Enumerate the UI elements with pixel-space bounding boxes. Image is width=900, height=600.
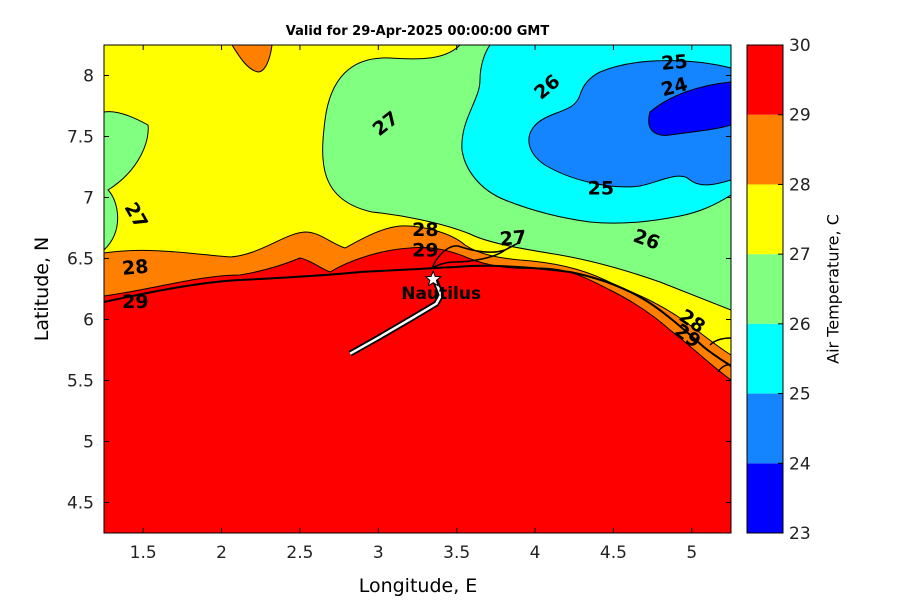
colorbar-frame: [746, 44, 784, 534]
y-tick-label: 5.5: [67, 372, 94, 392]
colorbar-tick-label: 25: [789, 385, 811, 405]
contour-label: 25: [588, 177, 614, 199]
colorbar-tick-label: 23: [789, 524, 811, 544]
map-title: Valid for 29-Apr-2025 00:00:00 GMT: [285, 24, 550, 39]
x-axis-label: Longitude, E: [358, 575, 478, 597]
contour-label: 29: [412, 240, 438, 262]
contour-field: [104, 45, 731, 533]
colorbar-band: [747, 45, 783, 115]
plot-frame: [103, 44, 732, 534]
x-tick-label: 5: [686, 543, 697, 563]
colorbar-tick-label: 28: [789, 175, 811, 195]
y-axis-label: Latitude, N: [31, 236, 53, 342]
x-tick-label: 3: [373, 543, 384, 563]
orange-blob-north: [231, 45, 273, 73]
vessel-track: [349, 278, 443, 355]
x-tick-label: 2: [216, 543, 227, 563]
band-23-24: [648, 81, 731, 136]
y-tick-label: 5: [83, 433, 94, 453]
vessel-name: Nautilus: [401, 284, 481, 304]
colorbar-tick-label: 27: [789, 245, 811, 265]
contour-label: 27: [499, 226, 527, 250]
colorbar-tick-label: 26: [789, 315, 811, 335]
colorbar-tick-label: 29: [789, 106, 811, 126]
y-tick-label: 8: [83, 67, 94, 87]
colorbar-tick-label: 30: [789, 36, 811, 56]
x-tick-label: 1.5: [130, 543, 157, 563]
y-tick-label: 7.5: [67, 128, 94, 148]
x-tick-label: 4.5: [600, 543, 627, 563]
contour-label: 25: [660, 51, 688, 75]
x-tick-label: 2.5: [286, 543, 313, 563]
band-29-30: [104, 247, 731, 533]
y-tick-label: 6: [83, 311, 94, 331]
contour-label: 28: [412, 219, 438, 241]
contour-label: 28: [121, 256, 149, 280]
colorbar-band: [747, 184, 783, 255]
x-axis: 1.5 2 2.5 3 3.5 4 4.5 5: [130, 45, 697, 563]
contour-label: 29: [122, 291, 148, 313]
star-icon[interactable]: [424, 269, 443, 287]
x-tick-label: 3.5: [443, 543, 470, 563]
y-axis: 4.5 5 5.5 6 6.5 7 7.5 8: [67, 67, 731, 514]
colorbar-band: [747, 393, 783, 464]
coastline: [104, 264, 731, 367]
colorbar-band: [747, 114, 783, 185]
colorbar-band: [747, 254, 783, 324]
lagoon-outline: [431, 241, 521, 269]
colorbar-label: Air Temperature, C: [823, 214, 843, 364]
colorbar-band: [747, 323, 783, 394]
colorbar: 23 24 25 26 27 28 29 30: [746, 36, 811, 544]
colorbar-tick-label: 24: [789, 454, 811, 474]
x-tick-label: 4: [530, 543, 541, 563]
y-tick-label: 6.5: [67, 250, 94, 270]
coastline-east: [709, 337, 731, 373]
vessel-track-layer: Nautilus: [348, 269, 481, 357]
y-tick-label: 7: [83, 189, 94, 209]
colorbar-band: [747, 463, 783, 533]
y-tick-label: 4.5: [67, 494, 94, 514]
